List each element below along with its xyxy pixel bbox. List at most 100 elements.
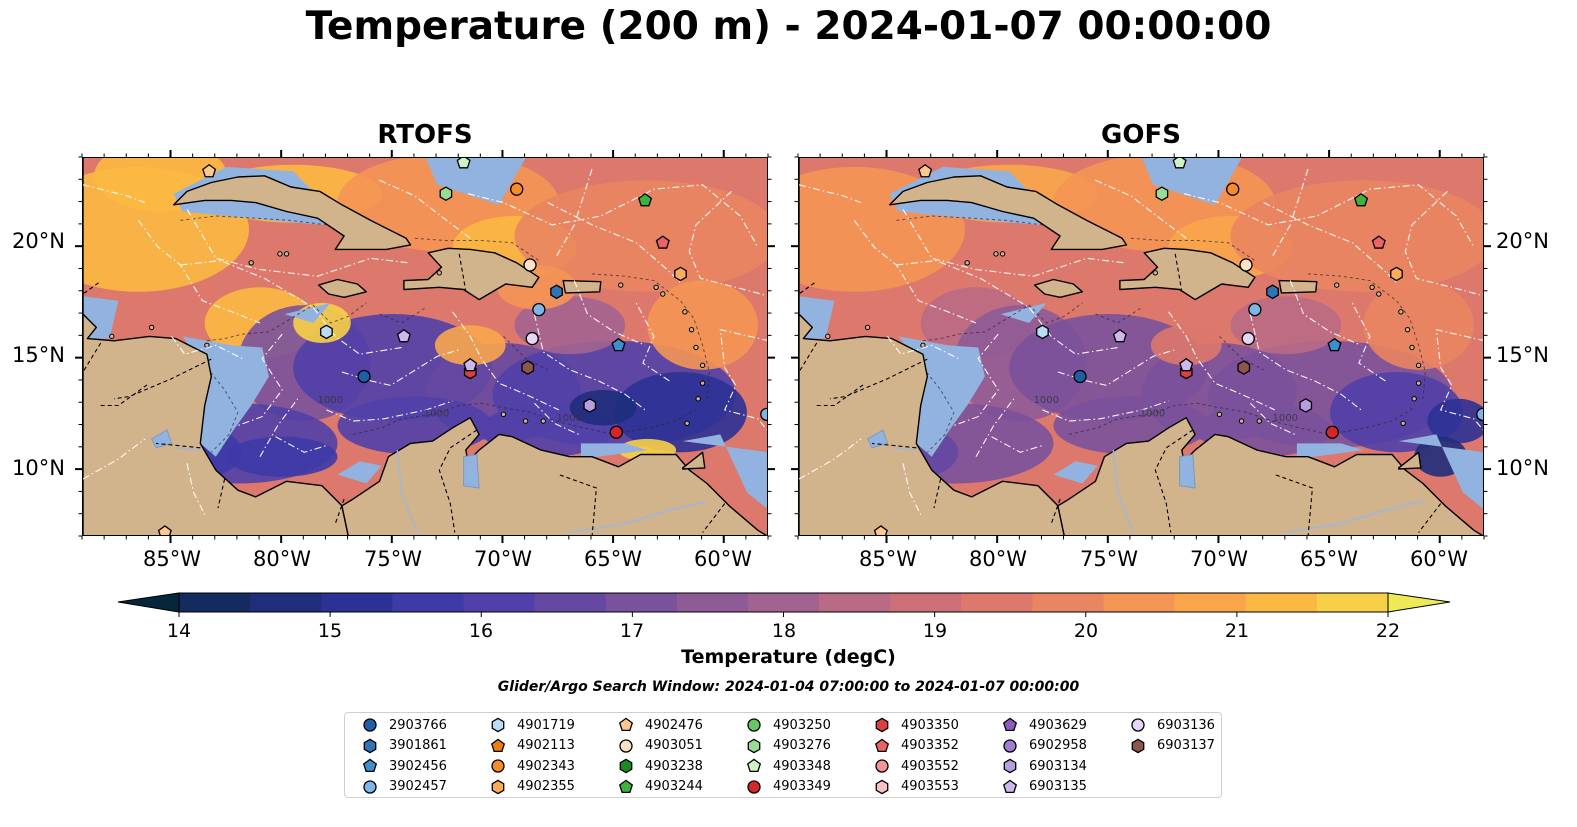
map-canvas-rtofs[interactable]: 1000 1000 1000 <box>83 158 768 536</box>
legend-item-6903134[interactable]: 6903134 <box>1001 757 1087 775</box>
float-marker-4901719[interactable] <box>320 324 333 340</box>
legend-marker-4902476[interactable] <box>618 717 634 731</box>
map-panel-rtofs[interactable]: 1000 1000 1000 <box>82 157 768 536</box>
legend-marker-4902343[interactable] <box>491 759 505 773</box>
map-panel-gofs[interactable]: 1000 1000 1000 <box>798 157 1484 536</box>
float-marker-3902457[interactable] <box>1476 407 1484 422</box>
float-marker-4903352[interactable] <box>1371 235 1386 249</box>
pentagon-marker-icon <box>490 738 506 752</box>
legend-item-4903553[interactable]: 4903553 <box>873 778 959 796</box>
legend-item-4902113[interactable]: 4902113 <box>489 737 575 755</box>
float-marker-6903137[interactable] <box>1237 360 1251 375</box>
legend-marker-4903051[interactable] <box>619 738 633 753</box>
float-marker-4901719[interactable] <box>1036 324 1049 340</box>
legend-marker-4903276[interactable] <box>747 738 761 753</box>
legend-item-4903244[interactable]: 4903244 <box>617 778 703 796</box>
float-marker-4902476[interactable] <box>202 163 217 178</box>
legend-item-4903051[interactable]: 4903051 <box>617 737 703 755</box>
legend-item-3902457[interactable]: 3902457 <box>361 778 447 796</box>
legend-marker-3902456[interactable] <box>362 758 378 772</box>
legend-marker-4903629[interactable] <box>1002 717 1018 731</box>
float-marker-6903135[interactable] <box>463 357 478 372</box>
float-marker-4903348[interactable] <box>456 158 471 169</box>
legend-marker-6903136[interactable] <box>1131 718 1145 732</box>
legend-item-3902456[interactable]: 3902456 <box>361 757 447 775</box>
float-marker-3902456[interactable] <box>611 337 626 352</box>
map-canvas-gofs[interactable]: 1000 1000 1000 <box>799 158 1484 536</box>
legend-marker-6903137[interactable] <box>1131 738 1145 753</box>
legend-item-6903136[interactable]: 6903136 <box>1129 716 1215 734</box>
legend-marker-6902958[interactable] <box>1003 738 1017 753</box>
float-marker-3901861[interactable] <box>1266 284 1279 300</box>
float-marker-3901861[interactable] <box>550 284 563 300</box>
legend-item-4902355[interactable]: 4902355 <box>489 778 575 796</box>
float-marker-3902457[interactable] <box>532 302 546 317</box>
legend-marker-4903349[interactable] <box>747 779 761 794</box>
legend-marker-4902355[interactable] <box>491 779 505 794</box>
legend-item-4903238[interactable]: 4903238 <box>617 757 703 775</box>
legend-item-4903276[interactable]: 4903276 <box>745 737 831 755</box>
legend-item-4903352[interactable]: 4903352 <box>873 737 959 755</box>
float-marker-4902355[interactable] <box>674 266 687 282</box>
float-marker-2903766[interactable] <box>1073 369 1087 384</box>
float-marker-4903276[interactable] <box>439 186 453 202</box>
legend-item-4903350[interactable]: 4903350 <box>873 716 959 734</box>
float-marker-6903136[interactable] <box>525 331 539 346</box>
legend-marker-4901719[interactable] <box>491 717 505 733</box>
legend-item-6903137[interactable]: 6903137 <box>1129 737 1215 755</box>
float-marker-4903352[interactable] <box>655 235 670 249</box>
legend-marker-4903250[interactable] <box>747 718 761 732</box>
legend-item-4902343[interactable]: 4902343 <box>489 757 575 775</box>
legend-marker-4902113[interactable] <box>490 738 506 752</box>
legend-item-4903552[interactable]: 4903552 <box>873 757 959 775</box>
float-marker-4902476[interactable] <box>918 163 933 178</box>
legend-marker-3901861[interactable] <box>363 738 377 753</box>
float-marker-4903244[interactable] <box>638 192 653 207</box>
float-marker-6903134[interactable] <box>583 398 597 413</box>
float-marker-6903135[interactable] <box>1179 357 1194 372</box>
float-marker-4903276[interactable] <box>1155 186 1169 202</box>
legend-marker-4903350[interactable] <box>875 717 889 733</box>
legend-marker-4903352[interactable] <box>874 738 890 752</box>
float-marker-3902456[interactable] <box>1327 337 1342 352</box>
legend-item-3901861[interactable]: 3901861 <box>361 737 447 755</box>
legend-marker-4903238[interactable] <box>619 758 633 774</box>
legend-marker-4903348[interactable] <box>746 758 762 772</box>
legend-marker-4903552[interactable] <box>875 759 889 773</box>
legend-item-4903629[interactable]: 4903629 <box>1001 716 1087 734</box>
legend-item-6903135[interactable]: 6903135 <box>1001 778 1087 796</box>
legend-item-4901719[interactable]: 4901719 <box>489 716 575 734</box>
float-legend: 2903766 3901861 3902456 3902457 4901719 49021… <box>344 712 1222 798</box>
float-marker-6903135[interactable] <box>396 328 411 343</box>
legend-marker-3902457[interactable] <box>363 779 377 794</box>
legend-marker-4903244[interactable] <box>618 779 634 793</box>
legend-item-6902958[interactable]: 6902958 <box>1001 737 1087 755</box>
float-marker-6903136[interactable] <box>1241 331 1255 346</box>
legend-marker-2903766[interactable] <box>363 718 377 732</box>
float-marker-4902355[interactable] <box>1390 266 1403 282</box>
float-marker-4903349[interactable] <box>609 425 623 439</box>
legend-item-2903766[interactable]: 2903766 <box>361 716 447 734</box>
float-marker-4902343[interactable] <box>1226 182 1240 196</box>
legend-item-4903348[interactable]: 4903348 <box>745 757 831 775</box>
legend-item-4902476[interactable]: 4902476 <box>617 716 703 734</box>
legend-marker-6903134[interactable] <box>1003 758 1017 774</box>
legend-marker-4903553[interactable] <box>875 779 889 794</box>
float-marker-4902343[interactable] <box>510 182 524 196</box>
legend-marker-6903135[interactable] <box>1002 779 1018 793</box>
float-marker-4903349[interactable] <box>1325 425 1339 439</box>
float-marker-3902457[interactable] <box>760 407 768 422</box>
float-marker-4903244[interactable] <box>1354 192 1369 207</box>
float-marker-4903051[interactable] <box>1239 258 1253 272</box>
float-marker-6903134[interactable] <box>1299 398 1313 413</box>
float-marker-4903051[interactable] <box>523 258 537 272</box>
float-marker-2903766[interactable] <box>357 369 371 384</box>
float-marker-4902476[interactable] <box>157 525 172 536</box>
float-marker-4902476[interactable] <box>873 525 888 536</box>
legend-item-4903349[interactable]: 4903349 <box>745 778 831 796</box>
legend-item-4903250[interactable]: 4903250 <box>745 716 831 734</box>
float-marker-6903137[interactable] <box>521 360 535 375</box>
float-marker-3902457[interactable] <box>1248 302 1262 317</box>
float-marker-6903135[interactable] <box>1112 328 1127 343</box>
float-marker-4903348[interactable] <box>1172 158 1187 169</box>
